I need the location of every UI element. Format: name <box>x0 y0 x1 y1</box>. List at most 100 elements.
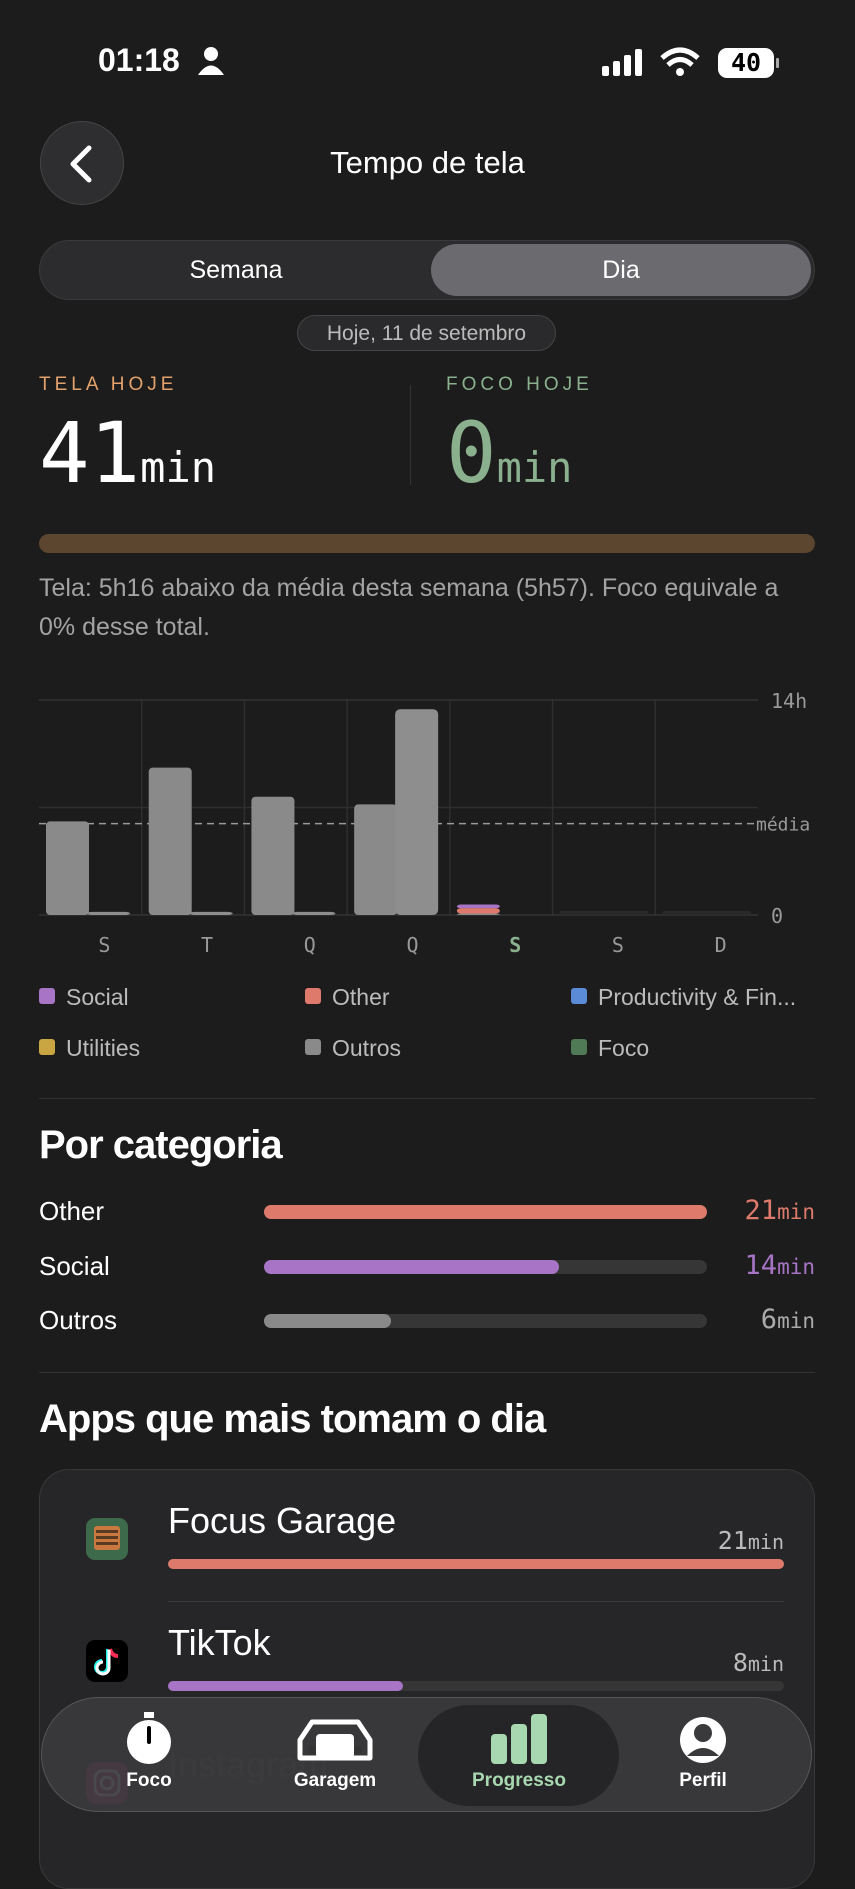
x-tick-label: S <box>612 933 624 957</box>
divider <box>39 1098 815 1099</box>
description: Tela: 5h16 abaixo da média desta semana … <box>39 574 779 641</box>
app-separator <box>168 1601 784 1602</box>
x-tick-label: T <box>201 933 213 957</box>
bar-segment <box>456 913 500 915</box>
tab-label[interactable]: Perfil <box>679 1770 727 1791</box>
legend-label: Utilities <box>66 1035 141 1061</box>
tab-label[interactable]: Garagem <box>293 1770 377 1791</box>
bar <box>292 911 336 915</box>
x-tick-label: S <box>98 933 110 957</box>
back-button[interactable] <box>40 121 124 205</box>
app-track <box>168 1559 784 1569</box>
legend-swatch <box>305 988 321 1004</box>
date-chip: Hoje, 11 de setembro <box>297 315 556 351</box>
y-tick-label: 0 <box>771 904 783 928</box>
apps-card <box>39 1469 815 1889</box>
app-bar <box>168 1681 403 1691</box>
stat-value: 0min <box>446 404 572 502</box>
bar-segment <box>46 821 89 915</box>
value-number: 6 <box>760 1304 778 1335</box>
category-value: 21min <box>745 1195 815 1226</box>
app-icon <box>86 1640 128 1682</box>
bar <box>395 709 439 915</box>
legend-label: Foco <box>598 1035 650 1061</box>
category-track <box>264 1205 707 1219</box>
bar <box>189 911 233 915</box>
section-title: Apps que mais tomam o dia <box>39 1397 546 1441</box>
value-number: 21 <box>744 1195 778 1226</box>
legend-label: Other <box>332 984 390 1010</box>
value-unit: min <box>747 1530 784 1554</box>
x-tick-label: D <box>715 933 727 957</box>
app-value: 21min <box>718 1526 784 1555</box>
x-tick-label: Q <box>304 933 316 957</box>
value-number: 14 <box>744 1249 778 1281</box>
person-icon <box>198 47 224 75</box>
app-name: Focus Garage <box>168 1500 397 1541</box>
divider <box>39 1372 815 1373</box>
bar-segment <box>354 804 398 915</box>
tab-icons <box>127 1712 726 1764</box>
page-title: Tempo de tela <box>330 145 525 180</box>
bar-segment <box>251 796 295 915</box>
stat-divider <box>410 385 411 485</box>
category-bar <box>264 1259 560 1274</box>
average-label: média <box>756 815 810 836</box>
category-track <box>264 1314 707 1328</box>
app-track <box>168 1681 784 1691</box>
legend-swatch <box>571 988 587 1004</box>
empty-day <box>662 911 751 915</box>
status-time: 01:18 <box>98 42 180 78</box>
status-icons <box>602 47 779 78</box>
tab-label[interactable]: Progresso <box>472 1770 566 1791</box>
legend-swatch <box>39 988 55 1004</box>
app-icon <box>86 1518 128 1560</box>
stat-number: 41 <box>39 404 141 502</box>
value-number: 21 <box>717 1526 748 1555</box>
stat-label: FOCO HOJE <box>446 374 593 395</box>
bar-segment <box>456 904 500 909</box>
section-title: Por categoria <box>39 1123 283 1167</box>
category-bar <box>264 1314 391 1328</box>
bar <box>87 911 130 915</box>
value-unit: min <box>747 1652 784 1676</box>
category-value: 14min <box>745 1250 815 1281</box>
category-name: Other <box>39 1196 105 1226</box>
category-name: Social <box>39 1250 110 1281</box>
x-tick-label: S <box>509 933 521 957</box>
segment-selected[interactable]: Dia <box>431 244 811 296</box>
category-track <box>264 1259 707 1274</box>
value-unit: min <box>777 1200 815 1224</box>
stat-label: TELA HOJE <box>39 374 178 395</box>
legend-label: Productivity & Fin... <box>598 984 797 1010</box>
legend-label: Social <box>66 984 129 1010</box>
stat-value: 41min <box>39 404 216 502</box>
app-bar <box>168 1559 784 1569</box>
value-unit: min <box>777 1309 815 1333</box>
stat-unit: min <box>496 443 573 492</box>
progress-bar <box>39 534 815 553</box>
legend-swatch <box>571 1039 587 1055</box>
category-value: 6min <box>761 1304 815 1335</box>
stat-number: 0 <box>446 404 497 502</box>
app-name: TikTok <box>168 1622 271 1663</box>
stat-unit: min <box>140 443 217 492</box>
category-name: Outros <box>39 1305 118 1335</box>
tab-label[interactable]: Foco <box>126 1770 172 1791</box>
back-icon <box>70 145 92 183</box>
segment[interactable]: Semana <box>189 256 283 284</box>
legend-swatch <box>305 1039 321 1055</box>
bar-segment <box>456 908 500 914</box>
segmented-control: Semana Dia <box>39 240 815 300</box>
legend-label: Outros <box>332 1035 402 1061</box>
bar-segment <box>148 767 192 915</box>
value-number: 8 <box>732 1648 748 1677</box>
value-unit: min <box>777 1254 815 1279</box>
legend-swatch <box>39 1039 55 1055</box>
x-tick-label: Q <box>406 933 418 957</box>
category-bar <box>264 1205 707 1219</box>
y-tick-label: 14h <box>771 689 807 713</box>
empty-day <box>559 911 649 915</box>
